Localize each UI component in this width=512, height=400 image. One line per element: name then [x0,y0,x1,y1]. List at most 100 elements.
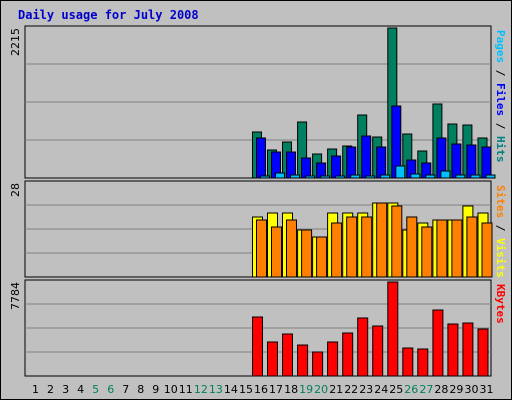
day-label-5: 5 [92,383,99,396]
bar-kbytes-day-29 [447,323,459,377]
day-label-24: 24 [374,383,388,396]
bar-sites-day-26 [406,216,418,278]
bar-pages-day-22 [350,174,361,179]
bar-sites-day-28 [436,219,448,278]
bar-kbytes-day-18 [282,333,293,377]
bar-pages-day-18 [290,174,300,179]
max-label: 7784 [9,282,22,310]
bar-pages-day-23 [365,175,376,179]
bar-pages-day-16 [260,175,270,179]
bar-kbytes-day-27 [417,348,429,377]
bar-files-day-29 [451,143,462,179]
max-label: 28 [9,183,22,197]
series-label: KBytes [494,284,507,324]
bar-kbytes-day-16 [252,316,263,377]
bar-pages-day-26 [410,173,421,179]
bar-files-day-16 [256,137,266,179]
day-label-2: 2 [47,383,54,396]
bar-sites-day-24 [376,202,388,278]
panel-visits-sites: 28 Sites / Visits [9,180,507,278]
bar-kbytes-day-28 [432,309,444,377]
day-label-26: 26 [404,383,418,396]
bar-files-day-22 [346,146,357,179]
bar-files-day-21 [331,155,342,179]
day-label-25: 25 [389,383,403,396]
bar-kbytes-day-24 [372,325,384,377]
bar-pages-day-19 [305,175,316,179]
day-label-13: 13 [209,383,223,396]
bar-files-day-31 [481,146,492,179]
x-axis-day-labels: 1 2 3 4 5 6 7 8 9 10 11 12 13 14 15 16 17 18 19 20 21 22 23 24 2… [32,383,494,396]
bar-files-day-19 [301,157,312,179]
day-label-31: 31 [480,383,494,396]
day-label-21: 21 [329,383,343,396]
day-label-3: 3 [62,383,69,396]
day-label-15: 15 [239,383,253,396]
bar-kbytes-day-20 [312,351,324,377]
bar-files-day-23 [361,135,372,179]
bar-pages-day-27 [425,174,436,179]
bar-kbytes-day-25 [387,281,399,377]
bar-kbytes-day-17 [267,341,278,377]
bar-sites-day-25 [391,205,403,278]
day-label-9: 9 [152,383,159,396]
bar-pages-day-25 [395,165,406,179]
day-label-10: 10 [164,383,178,396]
day-label-23: 23 [359,383,373,396]
chart-title: Daily usage for July 2008 [18,8,199,22]
series-label-part: Files [494,83,507,116]
day-label-8: 8 [137,383,144,396]
bar-pages-day-17 [275,172,285,179]
bar-files-day-18 [286,151,296,179]
day-label-27: 27 [419,383,433,396]
day-label-18: 18 [284,383,298,396]
day-label-7: 7 [122,383,129,396]
bar-kbytes-day-26 [402,347,414,377]
bar-pages-day-29 [455,174,466,179]
bar-sites-day-22 [346,216,358,278]
series-label-part: Visits [494,238,507,278]
bar-kbytes-day-30 [462,322,474,377]
day-label-16: 16 [254,383,268,396]
bar-sites-day-23 [361,216,373,278]
day-label-28: 28 [434,383,448,396]
bar-kbytes-day-22 [342,332,354,377]
series-label-part: KBytes [494,284,507,324]
bar-kbytes-day-21 [327,341,339,377]
day-label-20: 20 [314,383,328,396]
bar-sites-day-19 [301,229,313,278]
day-label-22: 22 [344,383,358,396]
bar-sites-day-29 [451,219,463,278]
bar-files-day-24 [376,146,387,179]
bar-pages-day-24 [380,174,391,179]
day-label-4: 4 [77,383,84,396]
day-label-19: 19 [299,383,313,396]
series-label-part: Hits [494,136,507,163]
bar-sites-day-17 [271,226,282,278]
panel-kbytes: 7784 KBytes [9,279,507,377]
bar-files-day-30 [466,144,477,179]
bar-pages-day-31 [485,174,496,179]
bar-pages-day-21 [335,175,346,179]
series-label-part: / [494,116,507,136]
bar-sites-day-18 [286,219,297,278]
day-label-14: 14 [224,383,238,396]
bar-pages-day-30 [470,174,481,179]
bar-kbytes-day-31 [477,328,489,377]
bar-pages-day-20 [320,175,331,179]
day-label-1: 1 [32,383,39,396]
bar-sites-day-31 [481,222,493,278]
bar-kbytes-day-23 [357,317,369,377]
series-label: Sites / Visits [494,185,507,278]
max-label: 2215 [9,28,22,56]
bar-sites-day-27 [421,226,433,278]
bar-sites-day-30 [466,216,478,278]
day-label-30: 30 [465,383,479,396]
series-label-part: Sites [494,185,507,218]
day-label-17: 17 [269,383,283,396]
series-label-part: Pages [494,30,507,63]
bar-sites-day-21 [331,222,343,278]
day-label-29: 29 [449,383,463,396]
